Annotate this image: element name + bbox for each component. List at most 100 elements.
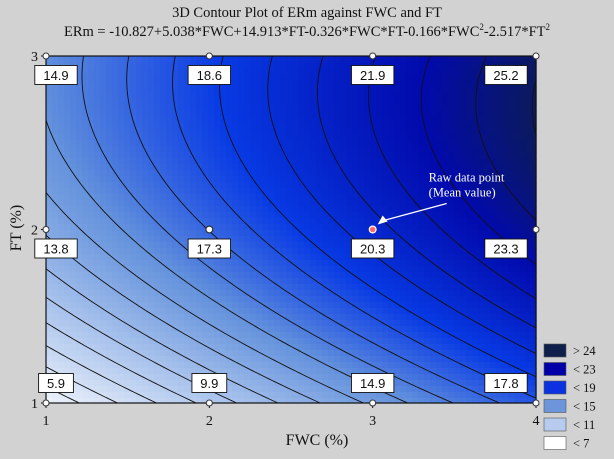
fill-cell [430, 296, 437, 303]
fill-cell [190, 224, 197, 231]
fill-cell [124, 140, 131, 147]
fill-cell [280, 344, 287, 351]
fill-cell [64, 128, 71, 135]
fill-cell [232, 260, 239, 267]
fill-cell [274, 272, 281, 279]
fill-cell [364, 356, 371, 363]
fill-cell [496, 326, 503, 333]
fill-cell [172, 272, 179, 279]
fill-cell [304, 242, 311, 249]
fill-cell [88, 290, 95, 297]
fill-cell [418, 230, 425, 237]
fill-cell [250, 182, 257, 189]
fill-cell [274, 242, 281, 249]
fill-cell [394, 80, 401, 87]
fill-cell [412, 122, 419, 129]
fill-cell [256, 218, 263, 225]
fill-cell [256, 200, 263, 207]
fill-cell [526, 128, 533, 135]
fill-cell [412, 68, 419, 75]
fill-cell [418, 380, 425, 387]
fill-cell [256, 380, 263, 387]
fill-cell [388, 194, 395, 201]
fill-cell [172, 284, 179, 291]
fill-cell [88, 218, 95, 225]
fill-cell [190, 332, 197, 339]
fill-cell [220, 260, 227, 267]
fill-cell [448, 320, 455, 327]
fill-cell [70, 314, 77, 321]
fill-cell [382, 224, 389, 231]
fill-cell [478, 110, 485, 117]
fill-cell [286, 140, 293, 147]
fill-cell [166, 128, 173, 135]
fill-cell [118, 218, 125, 225]
fill-cell [328, 116, 335, 123]
fill-cell [496, 128, 503, 135]
fill-cell [256, 62, 263, 69]
fill-cell [124, 212, 131, 219]
fill-cell [364, 86, 371, 93]
fill-cell [526, 188, 533, 195]
fill-cell [250, 248, 257, 255]
fill-cell [46, 92, 53, 99]
fill-cell [184, 248, 191, 255]
fill-cell [154, 104, 161, 111]
fill-cell [88, 146, 95, 153]
fill-cell [298, 320, 305, 327]
fill-cell [310, 152, 317, 159]
fill-cell [184, 56, 191, 63]
design-point [532, 399, 540, 407]
fill-cell [214, 338, 221, 345]
fill-cell [418, 122, 425, 129]
fill-cell [382, 128, 389, 135]
fill-cell [124, 182, 131, 189]
fill-cell [352, 326, 359, 333]
fill-cell [46, 194, 53, 201]
fill-cell [184, 140, 191, 147]
fill-cell [148, 296, 155, 303]
fill-cell [124, 158, 131, 165]
fill-cell [412, 194, 419, 201]
fill-cell [274, 152, 281, 159]
fill-cell [172, 170, 179, 177]
fill-cell [256, 392, 263, 399]
fill-cell [250, 242, 257, 249]
fill-cell [526, 104, 533, 111]
fill-cell [400, 242, 407, 249]
fill-cell [106, 266, 113, 273]
fill-cell [358, 218, 365, 225]
fill-cell [430, 230, 437, 237]
fill-cell [526, 314, 533, 321]
fill-cell [484, 176, 491, 183]
fill-cell [118, 290, 125, 297]
fill-cell [346, 392, 353, 399]
fill-cell [490, 332, 497, 339]
fill-cell [124, 278, 131, 285]
fill-cell [76, 164, 83, 171]
fill-cell [370, 338, 377, 345]
fill-cell [532, 368, 537, 375]
fill-cell [280, 338, 287, 345]
fill-cell [214, 92, 221, 99]
fill-cell [400, 68, 407, 75]
fill-cell [430, 62, 437, 69]
fill-cell [202, 200, 209, 207]
fill-cell [94, 218, 101, 225]
fill-cell [268, 308, 275, 315]
fill-cell [364, 152, 371, 159]
fill-cell [340, 242, 347, 249]
fill-cell [310, 158, 317, 165]
fill-cell [502, 98, 509, 105]
value-label-text: 5.9 [47, 376, 65, 391]
fill-cell [142, 260, 149, 267]
fill-cell [388, 104, 395, 111]
fill-cell [250, 266, 257, 273]
fill-cell [358, 212, 365, 219]
fill-cell [82, 356, 89, 363]
fill-cell [148, 92, 155, 99]
fill-cell [412, 134, 419, 141]
fill-cell [328, 362, 335, 369]
fill-cell [496, 344, 503, 351]
fill-cell [436, 188, 443, 195]
